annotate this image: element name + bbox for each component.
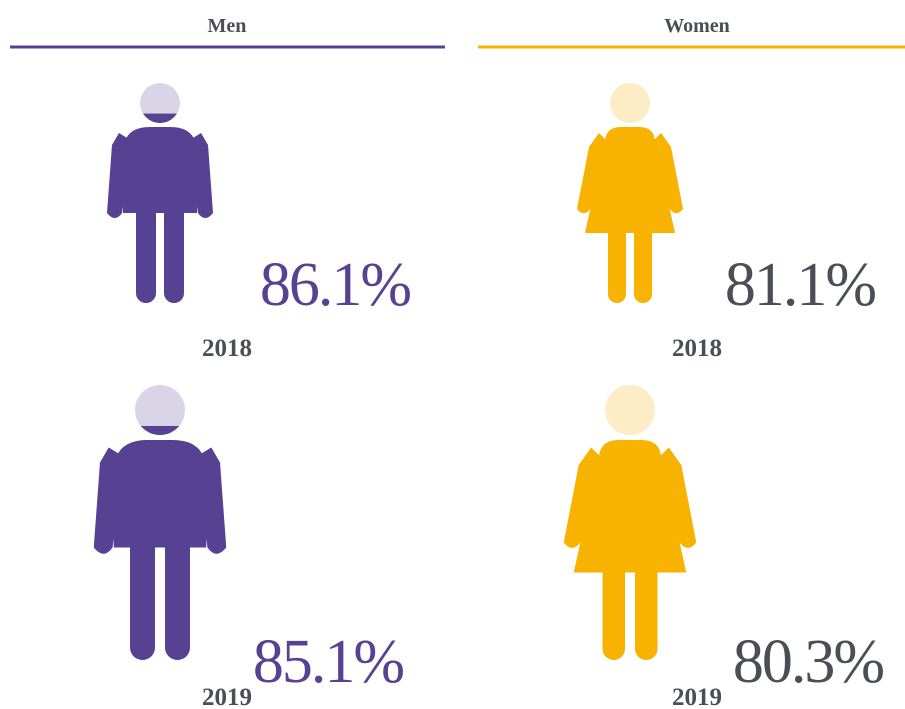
value-label: 80.3% [733,628,884,696]
figure [577,83,683,303]
value-label: 85.1% [253,628,404,696]
figure-fill [93,425,227,660]
year-label: 2019 [202,684,252,709]
figure-clip [93,385,227,660]
figure-clip [563,385,697,660]
year-label: 2018 [672,335,722,362]
year-label: 2018 [202,335,252,362]
figure [93,385,227,660]
year-label: 2019 [672,684,722,709]
figure-clip [107,83,213,303]
figure-clip [577,83,683,303]
value-label: 86.1% [260,251,411,319]
figure-fill [107,113,213,303]
figure-fill [577,124,683,303]
figure [563,385,697,660]
figure [107,83,213,303]
value-label: 81.1% [725,251,876,319]
column-header: Women [664,15,730,37]
figure-fill [563,439,697,660]
column-header: Men [208,15,247,37]
